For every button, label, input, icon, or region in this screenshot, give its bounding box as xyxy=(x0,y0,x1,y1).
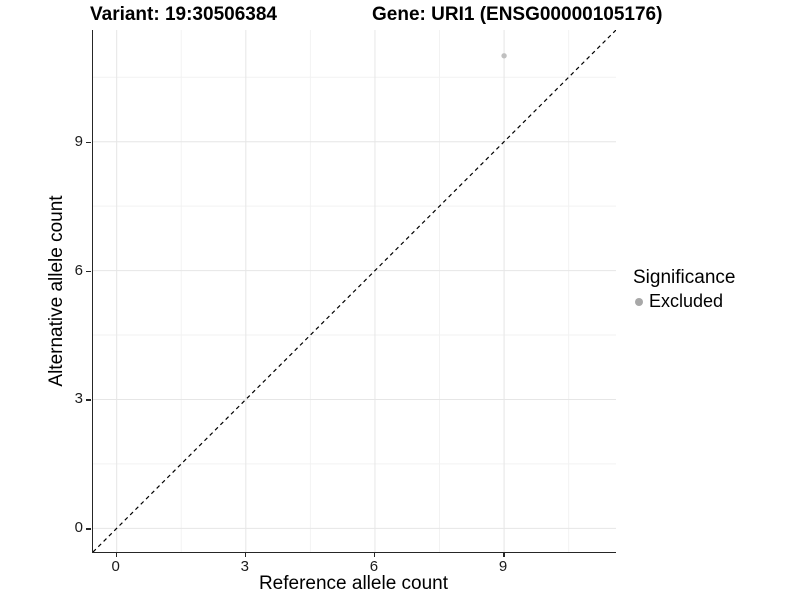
plot-panel xyxy=(92,30,616,553)
plot-canvas xyxy=(93,30,616,552)
plot-title-variant: Variant: 19:30506384 xyxy=(90,4,277,25)
y-axis-tick-label: 6 xyxy=(74,261,83,279)
x-axis-tick-label: 0 xyxy=(111,558,120,575)
y-axis-tick-mark xyxy=(86,399,91,401)
x-axis-tick-label: 9 xyxy=(498,558,508,575)
y-axis-title: Alternative allele count xyxy=(46,195,67,387)
y-axis-tick-mark xyxy=(86,528,91,530)
x-axis-tick-label: 3 xyxy=(240,558,249,575)
data-point xyxy=(501,53,507,59)
y-axis-tick-label: 3 xyxy=(74,390,83,408)
plot-title-gene: Gene: URI1 (ENSG00000105176) xyxy=(372,4,663,25)
y-axis-tick-label: 0 xyxy=(74,519,83,537)
y-axis-tick-mark xyxy=(86,270,91,273)
x-axis-tick-mark xyxy=(244,552,247,557)
legend-title: Significance xyxy=(633,267,736,288)
legend: Significance Excluded xyxy=(633,266,735,312)
x-axis-tick-mark xyxy=(503,552,505,557)
x-axis-tick-mark xyxy=(373,552,376,557)
legend-point-icon xyxy=(635,297,643,306)
legend-item-label: Excluded xyxy=(649,291,724,311)
legend-item-excluded: Excluded xyxy=(633,291,735,312)
identity-reference-line xyxy=(93,30,616,552)
x-axis-tick-mark xyxy=(115,552,118,557)
y-axis-tick-label: 9 xyxy=(74,132,83,150)
x-axis-tick-label: 6 xyxy=(369,558,379,575)
x-axis-title: Reference allele count xyxy=(258,573,449,594)
y-axis-tick-mark xyxy=(86,141,91,144)
